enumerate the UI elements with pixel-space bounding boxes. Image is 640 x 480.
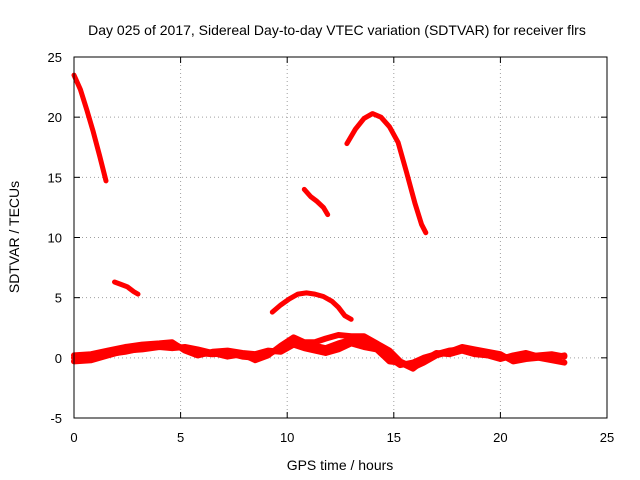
y-tick-label: 0 — [55, 351, 62, 366]
series-arc-3 — [269, 290, 354, 322]
series-baseline-c — [71, 339, 568, 372]
y-tick-label: 15 — [48, 170, 62, 185]
grid — [74, 57, 607, 418]
series-arc-1 — [71, 72, 109, 184]
tick-labels: 0 5 10 15 20 25 -5 0 5 10 15 20 25 — [48, 50, 615, 445]
x-axis-label: GPS time / hours — [287, 457, 394, 473]
y-tick-label: 10 — [48, 231, 62, 246]
series-baseline-b — [71, 332, 568, 371]
plot-frame — [73, 56, 608, 419]
chart-title: Day 025 of 2017, Sidereal Day-to-day VTE… — [88, 22, 586, 38]
series-arc-2 — [112, 279, 141, 297]
x-tick-label: 0 — [70, 430, 77, 445]
series-layer — [71, 72, 568, 372]
x-tick-label: 5 — [177, 430, 184, 445]
axis-ticks — [73, 56, 608, 419]
x-tick-label: 10 — [280, 430, 294, 445]
series-arc-4 — [301, 186, 331, 218]
series-arc-5 — [344, 111, 429, 236]
y-tick-label: -5 — [50, 411, 62, 426]
y-tick-label: 5 — [55, 291, 62, 306]
y-axis-label: SDTVAR / TECUs — [6, 181, 22, 293]
x-tick-label: 20 — [493, 430, 507, 445]
x-tick-label: 25 — [600, 430, 614, 445]
y-tick-label: 25 — [48, 50, 62, 65]
y-tick-label: 20 — [48, 110, 62, 125]
x-tick-label: 15 — [387, 430, 401, 445]
